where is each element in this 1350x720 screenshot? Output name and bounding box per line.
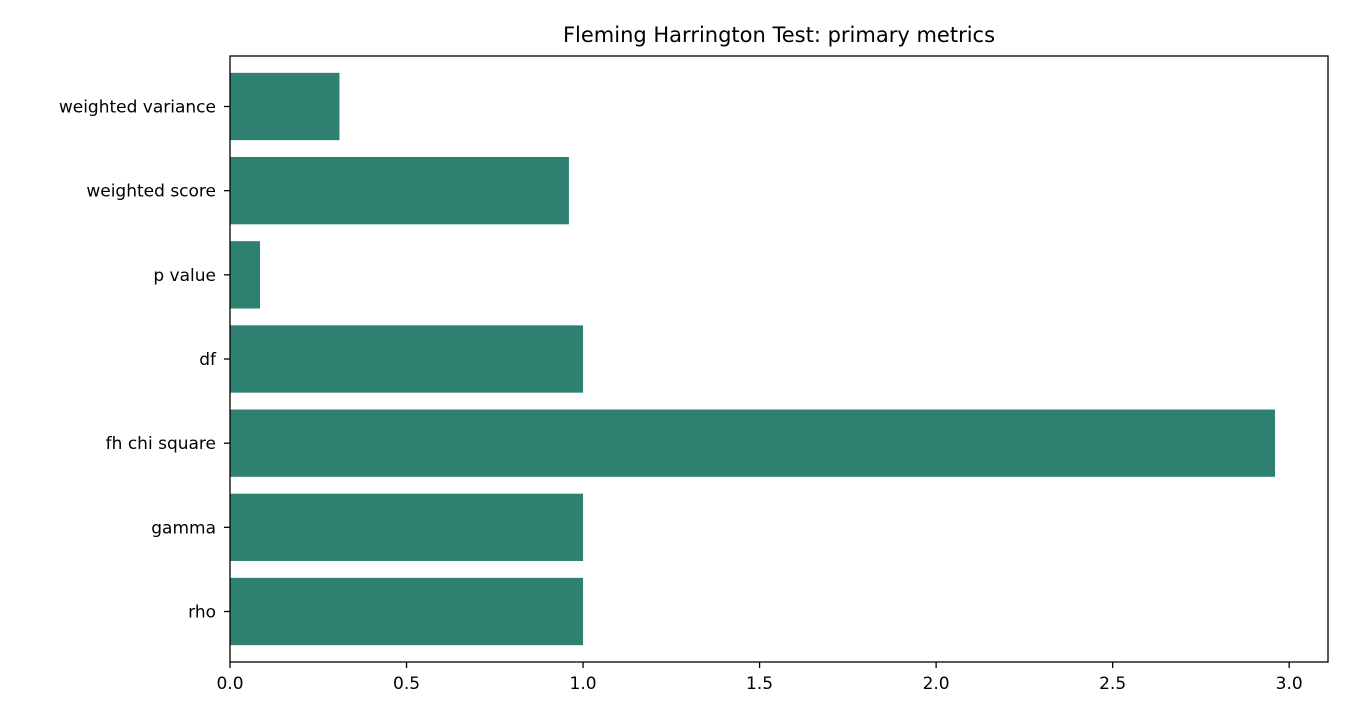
plot-frame: [229, 55, 1329, 663]
y-tick-label: weighted score: [86, 182, 216, 202]
bar-gamma: [230, 493, 584, 561]
y-tick-label: gamma: [151, 518, 216, 538]
y-tick-label: weighted variance: [59, 98, 216, 118]
y-tick-label: rho: [188, 603, 216, 623]
y-tick-label: fh chi square: [106, 434, 216, 454]
bar-weighted-variance: [230, 72, 340, 141]
x-tick-label: 0.5: [393, 674, 420, 694]
bar-df: [230, 325, 584, 393]
x-tick-label: 2.0: [923, 674, 950, 694]
bar-weighted-score: [230, 157, 569, 225]
x-tick-label: 2.5: [1099, 674, 1126, 694]
x-tick-label: 1.0: [570, 674, 597, 694]
y-axis-ticks: rho gamma fh chi square df p value weighted s…: [59, 98, 230, 623]
y-tick-label: p value: [153, 266, 216, 286]
bars-group: [230, 72, 1276, 646]
x-tick-label: 3.0: [1276, 674, 1303, 694]
x-tick-label: 1.5: [746, 674, 773, 694]
bar-fh-chi-square: [230, 409, 1276, 477]
bar-p-value: [230, 241, 261, 309]
bar-rho: [230, 577, 584, 646]
x-axis-ticks: 0.0 0.5 1.0 1.5 2.0 2.5 3.0: [216, 662, 1303, 694]
x-tick-label: 0.0: [216, 674, 243, 694]
y-tick-label: df: [199, 350, 217, 370]
chart-title: Fleming Harrington Test: primary metrics: [563, 23, 995, 47]
